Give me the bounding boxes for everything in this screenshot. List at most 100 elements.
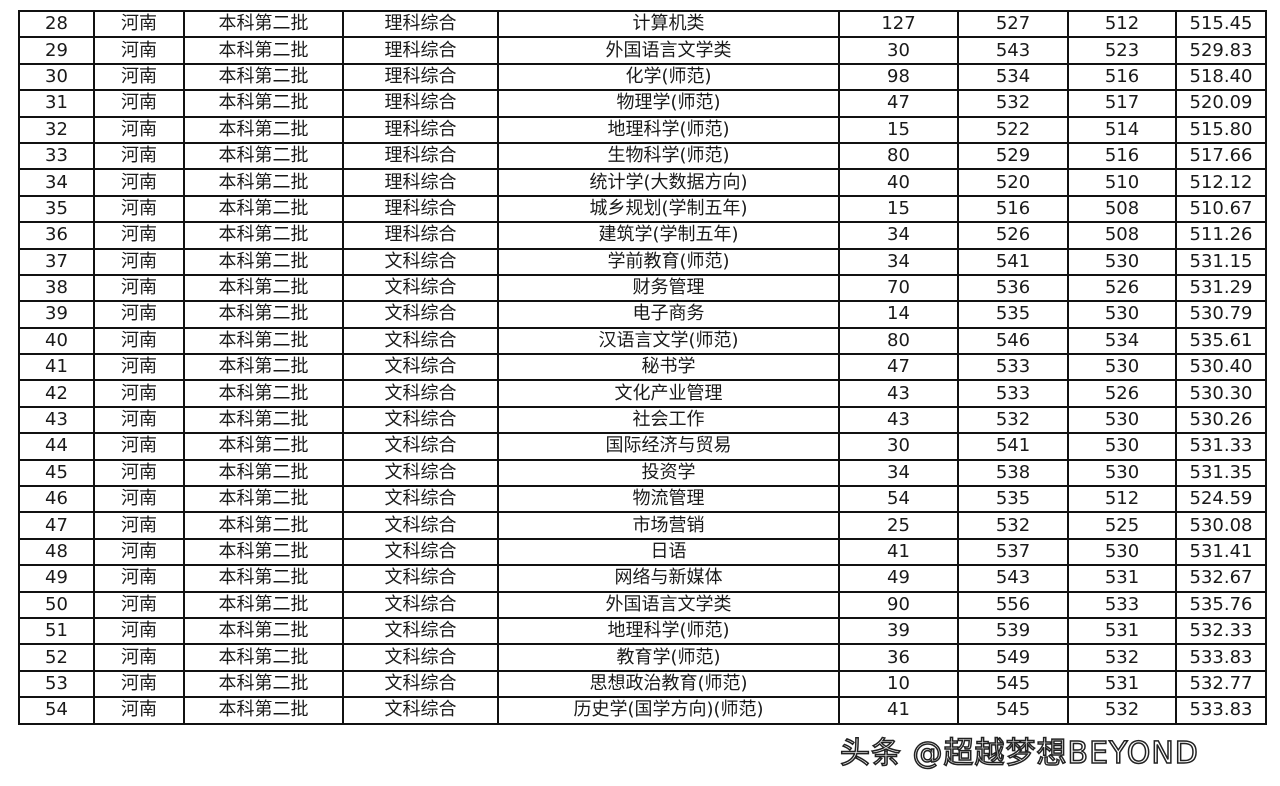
min-score-cell: 530 (1067, 432, 1177, 461)
major-cell: 外国语言文学类 (497, 590, 840, 619)
max-score-cell: 545 (957, 669, 1069, 699)
row-number-cell: 43 (18, 405, 95, 435)
max-score-cell: 541 (957, 247, 1069, 276)
subject-category-cell: 理科综合 (342, 221, 499, 250)
province-cell: 河南 (93, 353, 185, 382)
province-cell: 河南 (93, 696, 185, 725)
batch-cell: 本科第二批 (183, 458, 344, 488)
subject-category-cell: 理科综合 (342, 36, 499, 65)
province-cell: 河南 (93, 62, 185, 92)
enrollment-cell: 15 (838, 115, 959, 144)
enrollment-cell: 34 (838, 247, 959, 276)
subject-category-cell: 文科综合 (342, 326, 499, 356)
max-score-cell: 543 (957, 36, 1069, 65)
major-cell: 物理学(师范) (497, 89, 840, 118)
batch-cell: 本科第二批 (183, 405, 344, 435)
table-row: 41 河南 本科第二批 文科综合 秘书学 47 533 530 530.40 (18, 353, 1267, 382)
avg-score-cell: 530.30 (1175, 379, 1267, 408)
min-score-cell: 530 (1067, 405, 1177, 435)
batch-cell: 本科第二批 (183, 537, 344, 567)
table-row: 30 河南 本科第二批 理科综合 化学(师范) 98 534 516 518.40 (18, 62, 1267, 92)
batch-cell: 本科第二批 (183, 89, 344, 118)
enrollment-cell: 10 (838, 669, 959, 699)
row-number-cell: 29 (18, 36, 95, 65)
avg-score-cell: 530.79 (1175, 300, 1267, 329)
subject-category-cell: 理科综合 (342, 62, 499, 92)
min-score-cell: 517 (1067, 89, 1177, 118)
avg-score-cell: 535.76 (1175, 590, 1267, 619)
max-score-cell: 538 (957, 458, 1069, 488)
batch-cell: 本科第二批 (183, 590, 344, 619)
batch-cell: 本科第二批 (183, 669, 344, 699)
max-score-cell: 532 (957, 89, 1069, 118)
batch-cell: 本科第二批 (183, 194, 344, 224)
min-score-cell: 526 (1067, 273, 1177, 303)
table-row: 37 河南 本科第二批 文科综合 学前教育(师范) 34 541 530 531.15 (18, 247, 1267, 276)
batch-cell: 本科第二批 (183, 9, 344, 39)
min-score-cell: 531 (1067, 564, 1177, 593)
major-cell: 教育学(师范) (497, 643, 840, 672)
watermark: 头条 @超越梦想BEYOND (839, 735, 1199, 772)
batch-cell: 本科第二批 (183, 115, 344, 144)
enrollment-cell: 80 (838, 326, 959, 356)
subject-category-cell: 文科综合 (342, 432, 499, 461)
batch-cell: 本科第二批 (183, 432, 344, 461)
min-score-cell: 534 (1067, 326, 1177, 356)
max-score-cell: 541 (957, 432, 1069, 461)
subject-category-cell: 理科综合 (342, 141, 499, 171)
subject-category-cell: 文科综合 (342, 696, 499, 725)
major-cell: 生物科学(师范) (497, 141, 840, 171)
min-score-cell: 516 (1067, 62, 1177, 92)
province-cell: 河南 (93, 511, 185, 540)
table-row: 31 河南 本科第二批 理科综合 物理学(师范) 47 532 517 520.09 (18, 89, 1267, 118)
max-score-cell: 532 (957, 511, 1069, 540)
batch-cell: 本科第二批 (183, 326, 344, 356)
row-number-cell: 31 (18, 89, 95, 118)
max-score-cell: 522 (957, 115, 1069, 144)
major-cell: 电子商务 (497, 300, 840, 329)
table-row: 54 河南 本科第二批 文科综合 历史学(国学方向)(师范) 41 545 532 533.83 (18, 696, 1267, 725)
province-cell: 河南 (93, 89, 185, 118)
table-row: 32 河南 本科第二批 理科综合 地理科学(师范) 15 522 514 515.80 (18, 115, 1267, 144)
row-number-cell: 28 (18, 9, 95, 39)
batch-cell: 本科第二批 (183, 141, 344, 171)
min-score-cell: 526 (1067, 379, 1177, 408)
major-cell: 化学(师范) (497, 62, 840, 92)
table-row: 36 河南 本科第二批 理科综合 建筑学(学制五年) 34 526 508 511.26 (18, 221, 1267, 250)
enrollment-cell: 54 (838, 485, 959, 514)
avg-score-cell: 535.61 (1175, 326, 1267, 356)
avg-score-cell: 515.45 (1175, 9, 1267, 39)
subject-category-cell: 文科综合 (342, 616, 499, 646)
major-cell: 国际经济与贸易 (497, 432, 840, 461)
subject-category-cell: 文科综合 (342, 590, 499, 619)
subject-category-cell: 文科综合 (342, 353, 499, 382)
province-cell: 河南 (93, 537, 185, 567)
table-row: 29 河南 本科第二批 理科综合 外国语言文学类 30 543 523 529.83 (18, 36, 1267, 65)
max-score-cell: 535 (957, 485, 1069, 514)
max-score-cell: 539 (957, 616, 1069, 646)
batch-cell: 本科第二批 (183, 696, 344, 725)
row-number-cell: 52 (18, 643, 95, 672)
min-score-cell: 530 (1067, 300, 1177, 329)
table-row: 49 河南 本科第二批 文科综合 网络与新媒体 49 543 531 532.67 (18, 564, 1267, 593)
province-cell: 河南 (93, 273, 185, 303)
avg-score-cell: 531.33 (1175, 432, 1267, 461)
row-number-cell: 41 (18, 353, 95, 382)
row-number-cell: 50 (18, 590, 95, 619)
major-cell: 投资学 (497, 458, 840, 488)
avg-score-cell: 531.29 (1175, 273, 1267, 303)
table-row: 52 河南 本科第二批 文科综合 教育学(师范) 36 549 532 533.83 (18, 643, 1267, 672)
avg-score-cell: 531.35 (1175, 458, 1267, 488)
min-score-cell: 508 (1067, 194, 1177, 224)
row-number-cell: 35 (18, 194, 95, 224)
min-score-cell: 516 (1067, 141, 1177, 171)
max-score-cell: 516 (957, 194, 1069, 224)
table-row: 28 河南 本科第二批 理科综合 计算机类 127 527 512 515.45 (18, 9, 1267, 39)
avg-score-cell: 520.09 (1175, 89, 1267, 118)
row-number-cell: 39 (18, 300, 95, 329)
major-cell: 汉语言文学(师范) (497, 326, 840, 356)
province-cell: 河南 (93, 405, 185, 435)
avg-score-cell: 529.83 (1175, 36, 1267, 65)
province-cell: 河南 (93, 616, 185, 646)
avg-score-cell: 531.15 (1175, 247, 1267, 276)
